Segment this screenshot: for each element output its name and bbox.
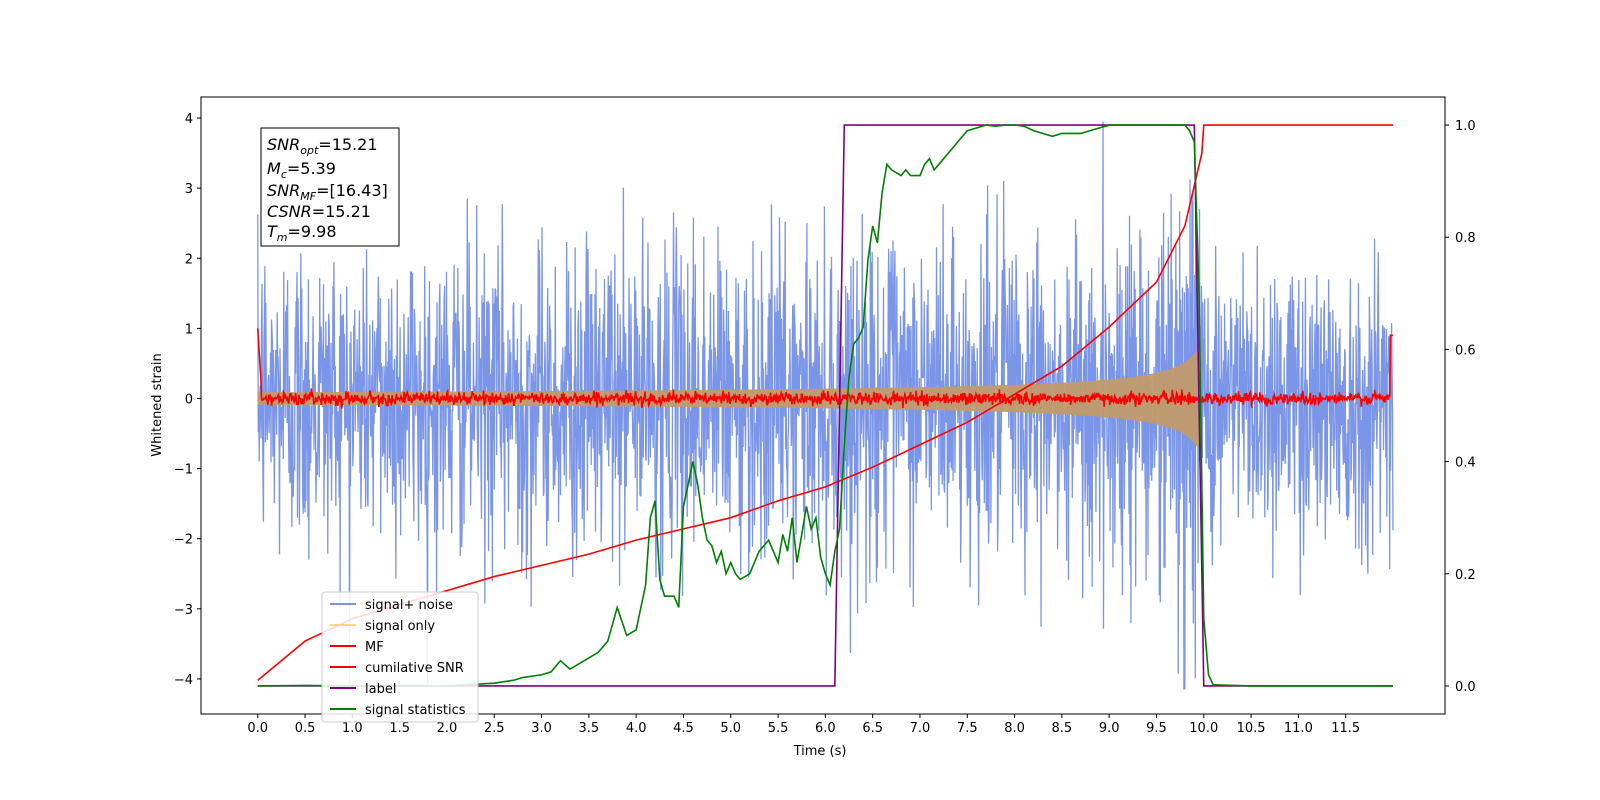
y-left-tick-label: 3 — [185, 182, 193, 197]
axes-frame — [200, 96, 1446, 715]
info-tm: Tm=9.98 — [267, 222, 337, 244]
legend-label-cumilative-snr: cumilative SNR — [365, 661, 464, 676]
y-right-tick-label: 1.0 — [1455, 119, 1476, 134]
x-axis: 0.0 0.5 1.0 1.5 2.0 2.5 3.0 3.5 4.0 4.5 5.0 5.5 6.0 6… — [247, 714, 1360, 736]
mf-series — [256, 328, 1393, 409]
x-tick-label: 7.0 — [910, 721, 931, 736]
y-axis-right: 1.0 0.8 0.6 0.4 0.2 0.0 — [1445, 119, 1476, 695]
y-left-tick-label: 1 — [185, 322, 193, 337]
x-tick-label: 11.5 — [1331, 721, 1360, 736]
signal-plus-noise-line — [257, 121, 1394, 690]
y-axis-label: Whitened strain — [150, 353, 165, 456]
legend-label-signal-only: signal only — [365, 619, 435, 634]
info-csnr: CSNR=15.21 — [267, 202, 371, 221]
x-tick-label: 2.5 — [484, 721, 505, 736]
signal-plus-noise-series — [257, 121, 1394, 690]
legend: signal+ noise signal only MF cumilative SNR… — [321, 591, 479, 723]
legend-label-mf: MF — [365, 640, 384, 655]
x-tick-label: 6.5 — [862, 721, 883, 736]
y-axis-left: 4 3 2 1 0 −1 −2 −3 −4 — [174, 112, 201, 688]
x-tick-label: 0.0 — [247, 721, 268, 736]
y-left-tick-label: −1 — [174, 463, 193, 478]
x-tick-label: 9.0 — [1099, 721, 1120, 736]
y-left-tick-label: −2 — [174, 533, 193, 548]
y-right-tick-label: 0.2 — [1455, 568, 1476, 583]
x-tick-label: 5.5 — [768, 721, 789, 736]
mf-line — [256, 328, 1393, 409]
info-mc: Mc=5.39 — [267, 159, 336, 181]
x-tick-label: 3.0 — [531, 721, 552, 736]
legend-label-label: label — [365, 682, 396, 697]
y-right-tick-label: 0.6 — [1455, 343, 1476, 358]
y-right-tick-label: 0.8 — [1455, 231, 1476, 246]
legend-label-signal-statistics: signal statistics — [365, 703, 466, 718]
x-tick-label: 4.5 — [673, 721, 694, 736]
y-left-tick-label: 4 — [185, 112, 193, 127]
y-left-tick-label: 0 — [185, 392, 193, 407]
x-tick-label: 7.5 — [957, 721, 978, 736]
x-tick-label: 6.0 — [815, 721, 836, 736]
x-tick-label: 0.5 — [295, 721, 316, 736]
y-right-tick-label: 0.0 — [1455, 680, 1476, 695]
legend-label-signal-noise: signal+ noise — [365, 598, 453, 613]
x-tick-label: 4.0 — [626, 721, 647, 736]
x-tick-label: 1.0 — [342, 721, 363, 736]
signal-statistics-line — [257, 124, 1393, 687]
x-tick-label: 8.0 — [1004, 721, 1025, 736]
x-tick-label: 1.5 — [389, 721, 410, 736]
x-tick-label: 2.0 — [437, 721, 458, 736]
x-tick-label: 10.5 — [1237, 721, 1266, 736]
info-snr-mf: SNRMF=[16.43] — [267, 181, 388, 203]
x-axis-label: Time (s) — [793, 744, 847, 759]
x-tick-label: 9.5 — [1146, 721, 1167, 736]
info-snr-opt: SNRopt=15.21 — [267, 135, 378, 157]
x-tick-label: 5.0 — [720, 721, 741, 736]
y-left-tick-label: 2 — [185, 252, 193, 267]
x-tick-label: 3.5 — [579, 721, 600, 736]
x-tick-label: 8.5 — [1052, 721, 1073, 736]
y-right-tick-label: 0.4 — [1455, 456, 1476, 471]
x-tick-label: 10.0 — [1189, 721, 1218, 736]
info-box: SNRopt=15.21 Mc=5.39 SNRMF=[16.43] CSNR=… — [260, 127, 400, 247]
x-tick-label: 11.0 — [1284, 721, 1313, 736]
y-left-tick-label: −3 — [174, 603, 193, 618]
y-left-tick-label: −4 — [174, 673, 193, 688]
